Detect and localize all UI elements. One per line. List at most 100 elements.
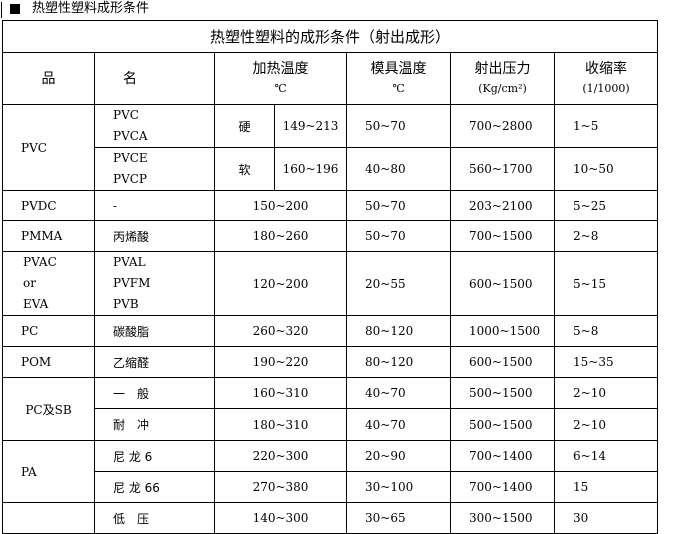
header-pressure-label: 射出压力 [474, 60, 531, 77]
shrink-cell: 5~8 [554, 315, 658, 347]
shrink-cell: 1~5 [554, 104, 658, 148]
heat-cell: 149~213 [274, 104, 347, 148]
name-line: PVFM [113, 276, 151, 290]
pressure-cell: 700~1500 [450, 220, 555, 252]
mold-cell: 80~120 [346, 346, 451, 378]
header-shrink-unit: (1/1000) [582, 81, 630, 95]
square-bullet-icon [10, 4, 20, 14]
group-line: EVA [23, 297, 49, 311]
name-line: PVB [113, 297, 139, 311]
group-cell: PC及SB [2, 377, 95, 441]
name-cell: 丙烯酸 [94, 220, 215, 252]
group-cell: PVC [2, 104, 95, 191]
table-row: PVDC - 150~200 50~70 203~2100 5~25 [2, 190, 658, 221]
header-mold: 模具温度 ℃ [346, 52, 451, 105]
heat-cell: 260~320 [214, 315, 347, 347]
pressure-cell: 600~1500 [450, 346, 555, 378]
pressure-cell: 500~1500 [450, 377, 555, 409]
table-row: PA 尼 龙 6 220~300 20~90 700~1400 6~14 [2, 440, 658, 503]
group-line: or [23, 276, 36, 290]
group-cell: PA [2, 440, 95, 503]
table-row: PVC PVC PVCA 硬 149~213 50~70 700~2800 1~5 [2, 104, 658, 191]
name-line: PVCP [113, 172, 147, 186]
name-cell: 低 压 [94, 502, 215, 534]
name-cell: 尼 龙 66 [94, 471, 215, 503]
pressure-cell: 203~2100 [450, 190, 555, 221]
name-line: PVCE [113, 151, 148, 165]
name-line: PVCA [113, 129, 148, 143]
pressure-cell: 300~1500 [450, 502, 555, 534]
header-pressure-unit: (Kg/cm²) [478, 81, 527, 95]
header-name-a: 品 [2, 52, 95, 105]
heat-cell: 180~310 [214, 408, 347, 441]
name-cell: 乙缩醛 [94, 346, 215, 378]
name-cell: - [94, 190, 215, 221]
mold-cell: 50~70 [346, 104, 451, 148]
heat-cell: 160~310 [214, 377, 347, 409]
mold-cell: 40~70 [346, 377, 451, 409]
header-row: 品 名 加热温度 ℃ 模具温度 ℃ 射出压力 (Kg/cm²) 收缩率 (1/1000) [2, 52, 658, 105]
pressure-cell: 500~1500 [450, 408, 555, 441]
heat-cell: 270~380 [214, 471, 347, 503]
pressure-cell: 1000~1500 [450, 315, 555, 347]
mold-cell: 50~70 [346, 220, 451, 252]
mold-cell: 20~55 [346, 251, 451, 316]
name-cell: PVAL PVFM PVB [94, 251, 215, 316]
heat-cell: 120~200 [214, 251, 347, 316]
name-cell: 尼 龙 6 [94, 440, 215, 472]
shrink-cell: 5~15 [554, 251, 658, 316]
shrink-cell: 30 [554, 502, 658, 534]
table-row: POM 乙缩醛 190~220 80~120 600~1500 15~35 [2, 346, 658, 378]
table-row: PVAC or EVA PVAL PVFM PVB 120~200 20~55 600~… [2, 251, 658, 316]
group-cell: PVAC or EVA [2, 251, 95, 316]
type-cell: 硬 [214, 104, 275, 148]
mold-cell: 80~120 [346, 315, 451, 347]
shrink-cell: 15 [554, 471, 658, 503]
group-cell: PVDC [2, 190, 95, 221]
table-row: PC 碳酸脂 260~320 80~120 1000~1500 5~8 [2, 315, 658, 347]
name-cell: 碳酸脂 [94, 315, 215, 347]
pressure-cell: 600~1500 [450, 251, 555, 316]
header-heat-unit: ℃ [274, 81, 287, 95]
shrink-cell: 15~35 [554, 346, 658, 378]
heading-text: 热塑性塑料成形条件 [32, 1, 150, 16]
mold-cell: 40~80 [346, 147, 451, 191]
header-heat-label: 加热温度 [252, 60, 309, 77]
header-pressure: 射出压力 (Kg/cm²) [450, 52, 555, 105]
name-cell: PVC PVCA [94, 104, 215, 148]
name-line: PVC [113, 108, 139, 122]
shrink-cell: 2~8 [554, 220, 658, 252]
pressure-cell: 700~1400 [450, 440, 555, 472]
group-cell: PC [2, 315, 95, 347]
name-cell: 一 般 [94, 377, 215, 409]
table-row: PC及SB 一 般 160~310 40~70 500~1500 2~10 [2, 377, 658, 441]
name-cell: PVCE PVCP [94, 147, 215, 191]
mold-cell: 50~70 [346, 190, 451, 221]
divider [1, 2, 2, 18]
heat-cell: 150~200 [214, 190, 347, 221]
header-mold-label: 模具温度 [370, 60, 427, 77]
mold-cell: 30~65 [346, 502, 451, 534]
header-mold-unit: ℃ [392, 81, 405, 95]
shrink-cell: 10~50 [554, 147, 658, 191]
shrink-cell: 5~25 [554, 190, 658, 221]
table-row: 耐 冲 180~310 40~70 500~1500 2~10 [3, 408, 658, 441]
mold-cell: 40~70 [346, 408, 451, 441]
type-cell: 软 [214, 147, 275, 191]
pressure-cell: 700~1400 [450, 471, 555, 503]
table-row: PMMA 丙烯酸 180~260 50~70 700~1500 2~8 [2, 220, 658, 252]
shrink-cell: 2~10 [554, 408, 658, 441]
shrink-cell: 2~10 [554, 377, 658, 409]
name-cell: 耐 冲 [94, 408, 215, 441]
header-name-b: 名 [94, 52, 215, 105]
pressure-cell: 560~1700 [450, 147, 555, 191]
header-heat: 加热温度 ℃ [214, 52, 347, 105]
pressure-cell: 700~2800 [450, 104, 555, 148]
group-cell: POM [2, 346, 95, 378]
table-row: PVCE PVCP 软 160~196 40~80 560~1700 10~50 [3, 147, 658, 191]
heat-cell: 160~196 [274, 147, 347, 191]
header-shrink-label: 收缩率 [585, 60, 627, 77]
mold-cell: 30~100 [346, 471, 451, 503]
molding-conditions-table: 热塑性塑料的成形条件（射出成形） 品 名 加热温度 ℃ 模具温度 ℃ 射出压力 (Kg… [2, 20, 658, 534]
table-caption: 热塑性塑料的成形条件（射出成形） [2, 20, 658, 53]
